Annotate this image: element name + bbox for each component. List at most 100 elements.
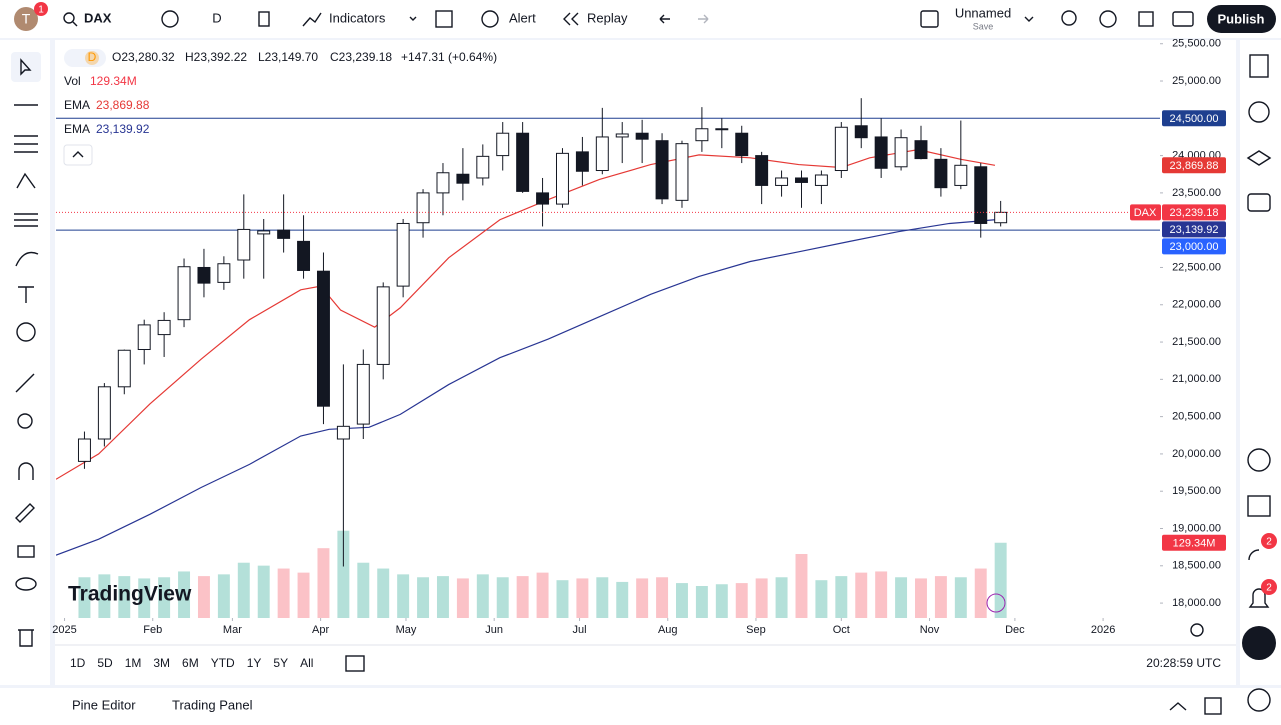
candle-body <box>97 386 111 440</box>
expand-panel[interactable] <box>1169 702 1187 711</box>
price-tag-label: 24,500.00 <box>1170 113 1219 125</box>
range-button[interactable]: YTD <box>211 656 235 670</box>
quick-search[interactable] <box>1061 10 1077 26</box>
price-tag-label: 23,000.00 <box>1170 241 1219 253</box>
x-tick-label: Feb <box>143 624 162 636</box>
candle-body <box>436 172 450 194</box>
price-tag-label: 23,239.18 <box>1170 207 1219 219</box>
add-symbol[interactable] <box>161 10 179 28</box>
templates[interactable] <box>435 10 453 28</box>
bottom-tab[interactable]: Trading Panel <box>172 697 253 712</box>
symbol[interactable]: DAX <box>84 10 112 25</box>
tool-pattern[interactable] <box>16 172 36 189</box>
legend-close: C23,239.18 <box>330 50 392 64</box>
tool-ruler[interactable] <box>15 373 35 393</box>
redo[interactable] <box>698 14 709 24</box>
tool-fib[interactable] <box>14 135 38 153</box>
candle-body <box>755 155 769 186</box>
legend-toggle[interactable] <box>64 49 106 67</box>
candle-body <box>376 286 390 365</box>
range-button[interactable]: 3M <box>153 656 170 670</box>
y-tick-label: 18,000.00 <box>1172 597 1221 609</box>
x-tick-label: Jul <box>573 624 587 636</box>
ideas[interactable] <box>1247 448 1271 472</box>
range-button[interactable]: All <box>300 656 313 670</box>
object-tree[interactable] <box>1246 150 1272 166</box>
badge <box>1261 579 1277 595</box>
news[interactable] <box>1248 549 1260 561</box>
collapse-legend[interactable] <box>63 144 93 166</box>
axis-settings[interactable] <box>1190 623 1204 637</box>
maximize-panel[interactable] <box>1204 697 1222 715</box>
volume-bar <box>496 577 509 618</box>
event-marker[interactable] <box>986 593 1006 613</box>
snapshot[interactable] <box>1172 11 1194 27</box>
range-button[interactable]: 5Y <box>273 656 288 670</box>
candle-body <box>575 151 589 172</box>
alert-icon[interactable] <box>481 10 499 28</box>
x-tick-label: Mar <box>223 624 242 636</box>
range-button[interactable]: 1M <box>125 656 142 670</box>
replay-icon[interactable] <box>563 12 579 26</box>
dropdown[interactable] <box>1024 16 1034 22</box>
date-range-icon[interactable] <box>345 655 365 672</box>
candle-body <box>555 152 569 205</box>
chart-type[interactable] <box>258 11 270 27</box>
range-button[interactable]: 5D <box>97 656 113 670</box>
layout-icon[interactable] <box>920 10 939 28</box>
volume-bar <box>476 574 489 618</box>
range-button[interactable]: 1D <box>70 656 86 670</box>
fullscreen[interactable] <box>1138 11 1154 27</box>
tool-zoom[interactable] <box>17 413 33 429</box>
candle-body <box>456 173 470 184</box>
watchlist[interactable] <box>1249 54 1269 78</box>
volume-bar <box>337 530 350 618</box>
dropdown[interactable] <box>409 16 417 21</box>
save[interactable]: Save <box>973 21 994 31</box>
x-tick-label: Sep <box>746 624 766 636</box>
alert[interactable]: Alert <box>509 10 536 25</box>
interval[interactable]: D <box>212 10 221 25</box>
tool-brush[interactable] <box>15 251 39 267</box>
drawing-tools <box>11 52 41 647</box>
tool-lock-draw[interactable] <box>15 503 35 523</box>
publish-button[interactable] <box>1207 5 1276 33</box>
tool-delete[interactable] <box>18 629 34 647</box>
settings[interactable] <box>1099 10 1117 28</box>
volume-bar <box>158 577 171 618</box>
symbol-marker <box>85 51 99 65</box>
volume-bar <box>197 576 210 618</box>
avatar[interactable] <box>14 7 38 31</box>
chat[interactable] <box>1247 193 1271 212</box>
indicators[interactable]: Indicators <box>329 10 386 25</box>
tool-hide[interactable] <box>15 577 37 591</box>
indicators-icon[interactable] <box>302 12 322 27</box>
tool-forecast[interactable] <box>14 213 38 227</box>
calendar[interactable] <box>1247 495 1271 517</box>
tool-magnet[interactable] <box>18 462 34 480</box>
volume-bar <box>974 568 987 618</box>
bottom-tab[interactable]: Pine Editor <box>72 697 136 712</box>
candle-body <box>197 266 211 284</box>
layout-name[interactable]: Unnamed <box>955 5 1011 20</box>
replay[interactable]: Replay <box>587 10 628 25</box>
range-button[interactable]: 1Y <box>247 656 262 670</box>
candle-body <box>316 270 330 407</box>
notifications[interactable] <box>1248 588 1270 608</box>
tool-lock[interactable] <box>17 545 35 558</box>
candle-body <box>157 319 171 336</box>
undo[interactable] <box>659 14 670 24</box>
tool-text[interactable] <box>18 286 34 303</box>
tool-cursor[interactable] <box>11 52 41 82</box>
search-icon[interactable] <box>63 12 75 24</box>
tool-emoji[interactable] <box>16 322 36 342</box>
candle-body <box>735 132 749 157</box>
volume-bar <box>676 583 688 618</box>
ema-legend: EMA <box>64 98 90 112</box>
price-tag <box>1162 110 1226 127</box>
help[interactable] <box>1247 688 1271 712</box>
apps-button[interactable] <box>1242 626 1276 660</box>
alerts-panel[interactable] <box>1248 101 1270 123</box>
volume-bar <box>695 586 708 618</box>
range-button[interactable]: 6M <box>182 656 199 670</box>
